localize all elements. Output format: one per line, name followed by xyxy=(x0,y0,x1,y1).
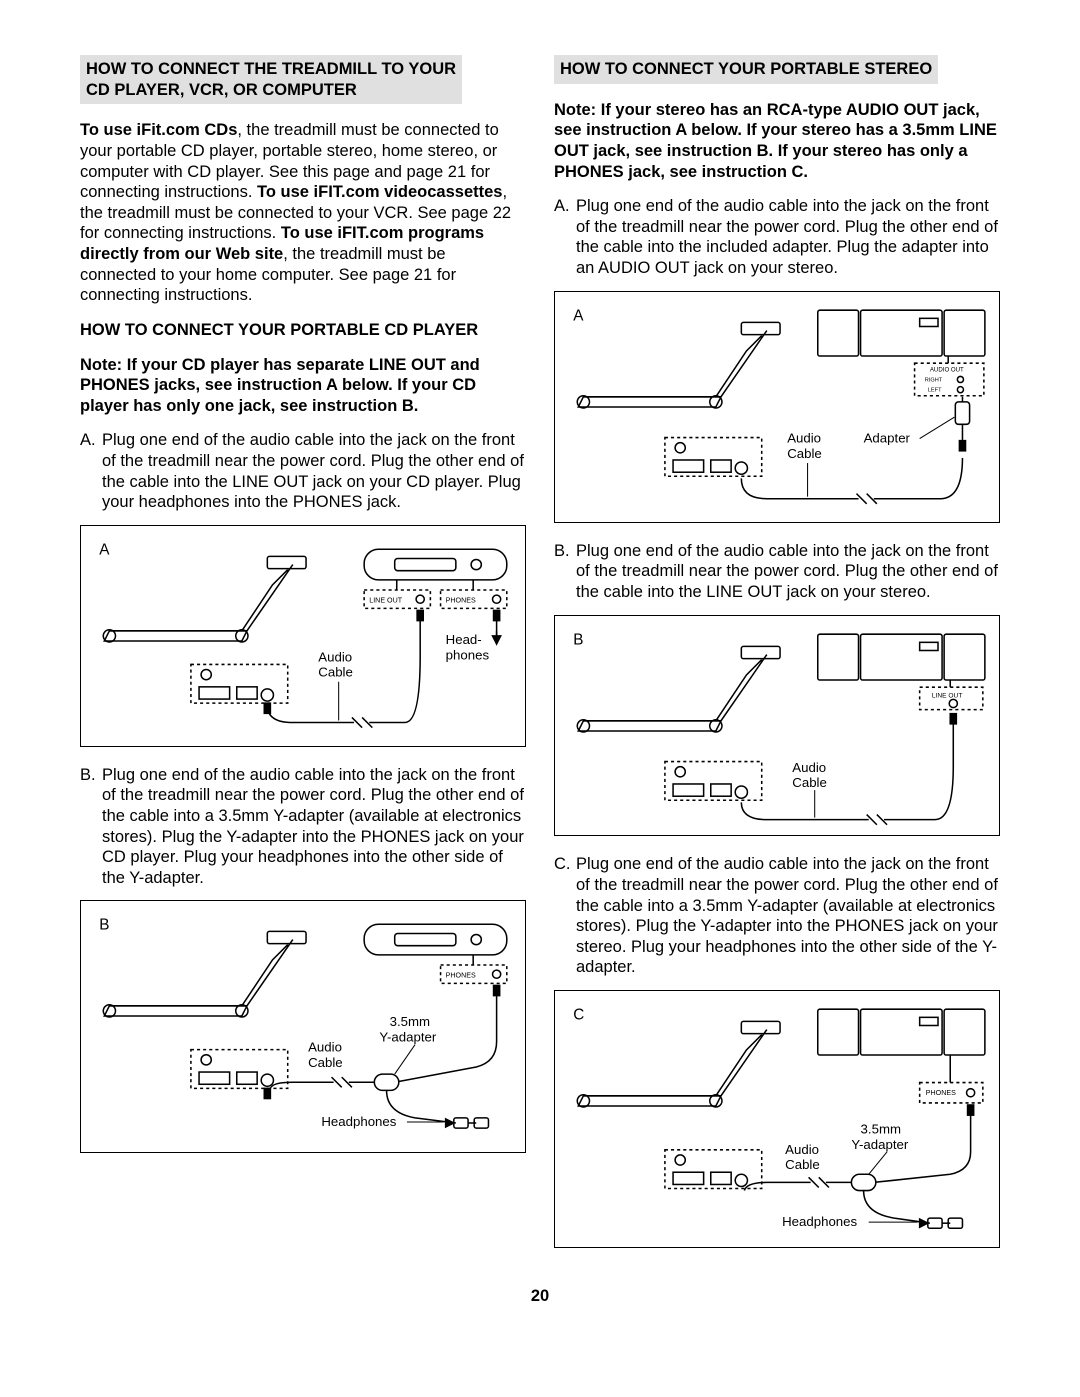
audioout-callout: AUDIO OUT RIGHT LEFT xyxy=(915,356,984,396)
stereo-step-b: B. Plug one end of the audio cable into … xyxy=(554,541,1000,603)
y-adapter-icon xyxy=(744,1105,973,1228)
phones-callout: PHONES xyxy=(441,955,507,984)
svg-text:PHONES: PHONES xyxy=(446,596,476,604)
treadmill-icon xyxy=(577,646,780,732)
svg-text:Cable: Cable xyxy=(792,775,827,790)
diagram-letter: A xyxy=(99,541,110,558)
svg-text:3.5mm: 3.5mm xyxy=(390,1015,430,1030)
diagram-cd-a: LINE OUT PHONES xyxy=(80,525,526,747)
svg-text:Cable: Cable xyxy=(787,446,822,461)
svg-text:Audio: Audio xyxy=(787,430,821,445)
svg-text:RIGHT: RIGHT xyxy=(925,377,943,383)
svg-text:Cable: Cable xyxy=(785,1157,820,1172)
svg-text:phones: phones xyxy=(446,647,490,662)
diagram-stereo-b: LINE OUT xyxy=(554,615,1000,837)
diagram-stereo-c: PHONES xyxy=(554,990,1000,1247)
step-marker: A. xyxy=(80,430,102,513)
diagram-letter: A xyxy=(573,307,584,324)
cdplayer-icon xyxy=(364,549,507,580)
diagram-letter: B xyxy=(99,917,109,934)
treadmill-icon xyxy=(103,556,306,642)
adapter-icon xyxy=(955,396,969,450)
phones-callout: PHONES xyxy=(920,1055,983,1103)
diagram-letter: C xyxy=(573,1006,584,1023)
left-heading-line1: HOW TO CONNECT THE TREADMILL TO YOUR xyxy=(86,59,456,80)
cdplayer-step-a: A. Plug one end of the audio cable into … xyxy=(80,430,526,513)
svg-text:Cable: Cable xyxy=(308,1055,343,1070)
svg-text:Headphones: Headphones xyxy=(321,1114,396,1129)
diagram-cd-b: PHONES xyxy=(80,900,526,1152)
left-heading-line2: CD PLAYER, VCR, OR COMPUTER xyxy=(86,80,456,101)
headphones-plug-icon xyxy=(493,610,501,656)
cdplayer-icon xyxy=(364,925,507,956)
right-heading: HOW TO CONNECT YOUR PORTABLE STEREO xyxy=(554,55,938,84)
svg-text:LINE OUT: LINE OUT xyxy=(932,692,962,699)
cdplayer-note: Note: If your CD player has separate LIN… xyxy=(80,355,526,417)
treadmill-icon xyxy=(103,932,306,1018)
base-panel-icon xyxy=(665,1150,762,1189)
y-adapter-icon xyxy=(264,986,499,1129)
lineout-phones-callout: LINE OUT PHONES xyxy=(364,580,507,609)
page-number: 20 xyxy=(80,1286,1000,1307)
base-panel-icon xyxy=(191,664,288,703)
svg-text:AUDIO OUT: AUDIO OUT xyxy=(930,366,964,373)
step-marker: C. xyxy=(554,854,576,978)
svg-text:Audio: Audio xyxy=(308,1040,342,1055)
stereo-icon xyxy=(818,310,985,356)
treadmill-icon xyxy=(577,322,780,408)
svg-text:3.5mm: 3.5mm xyxy=(861,1122,901,1137)
base-panel-icon xyxy=(665,761,762,800)
stereo-step-a: A. Plug one end of the audio cable into … xyxy=(554,196,1000,279)
svg-text:Cable: Cable xyxy=(318,665,353,680)
cdplayer-step-b: B. Plug one end of the audio cable into … xyxy=(80,765,526,889)
stereo-icon xyxy=(818,634,985,680)
audio-cable-icon xyxy=(741,713,956,824)
svg-text:Audio: Audio xyxy=(318,649,352,664)
svg-text:PHONES: PHONES xyxy=(446,972,476,980)
svg-text:Head-: Head- xyxy=(446,632,482,647)
diagram-stereo-a: AUDIO OUT RIGHT LEFT xyxy=(554,291,1000,523)
lineout-callout: LINE OUT xyxy=(920,680,983,710)
diagram-letter: B xyxy=(573,631,583,648)
right-column: HOW TO CONNECT YOUR PORTABLE STEREO Note… xyxy=(554,55,1000,1266)
svg-text:Audio: Audio xyxy=(785,1142,819,1157)
left-heading: HOW TO CONNECT THE TREADMILL TO YOUR CD … xyxy=(80,55,462,104)
step-marker: A. xyxy=(554,196,576,279)
stereo-icon xyxy=(818,1009,985,1055)
svg-text:PHONES: PHONES xyxy=(926,1089,956,1097)
intro-paragraph: To use iFit.com CDs, the treadmill must … xyxy=(80,120,526,306)
base-panel-icon xyxy=(191,1050,288,1089)
svg-text:Y-adapter: Y-adapter xyxy=(379,1030,436,1045)
sub-heading-cdplayer: HOW TO CONNECT YOUR PORTABLE CD PLAYER xyxy=(80,320,526,341)
left-column: HOW TO CONNECT THE TREADMILL TO YOUR CD … xyxy=(80,55,526,1266)
svg-text:LINE OUT: LINE OUT xyxy=(369,596,403,604)
svg-text:LEFT: LEFT xyxy=(928,387,942,393)
stereo-step-c: C. Plug one end of the audio cable into … xyxy=(554,854,1000,978)
stereo-note: Note: If your stereo has an RCA-type AUD… xyxy=(554,100,1000,183)
treadmill-icon xyxy=(577,1021,780,1107)
svg-text:Headphones: Headphones xyxy=(782,1214,857,1229)
step-marker: B. xyxy=(554,541,576,603)
svg-text:Y-adapter: Y-adapter xyxy=(851,1137,908,1152)
base-panel-icon xyxy=(665,437,762,476)
step-marker: B. xyxy=(80,765,102,889)
svg-text:Adapter: Adapter xyxy=(864,430,911,445)
svg-text:Audio: Audio xyxy=(792,759,826,774)
audio-cable-icon xyxy=(741,458,962,504)
